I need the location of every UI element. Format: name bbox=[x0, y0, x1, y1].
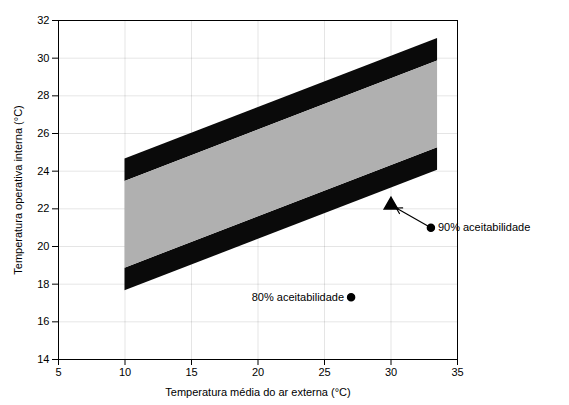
svg-text:22: 22 bbox=[37, 202, 49, 214]
svg-text:10: 10 bbox=[119, 366, 131, 378]
svg-text:20: 20 bbox=[252, 366, 264, 378]
svg-text:15: 15 bbox=[185, 366, 197, 378]
svg-text:14: 14 bbox=[37, 353, 49, 365]
svg-text:90% aceitabilidade: 90% aceitabilidade bbox=[438, 221, 530, 233]
svg-text:16: 16 bbox=[37, 315, 49, 327]
svg-text:80% aceitabilidade: 80% aceitabilidade bbox=[252, 291, 344, 303]
svg-text:5: 5 bbox=[55, 366, 61, 378]
svg-text:20: 20 bbox=[37, 240, 49, 252]
svg-text:26: 26 bbox=[37, 127, 49, 139]
svg-text:25: 25 bbox=[318, 366, 330, 378]
svg-text:30: 30 bbox=[37, 52, 49, 64]
svg-text:28: 28 bbox=[37, 89, 49, 101]
svg-text:Temperatura operativa interna: Temperatura operativa interna (°C) bbox=[12, 105, 24, 274]
svg-text:18: 18 bbox=[37, 278, 49, 290]
svg-text:24: 24 bbox=[37, 165, 49, 177]
svg-text:32: 32 bbox=[37, 14, 49, 26]
svg-text:Temperatura média do ar extern: Temperatura média do ar externa (°C) bbox=[165, 386, 350, 398]
svg-text:35: 35 bbox=[451, 366, 463, 378]
svg-text:30: 30 bbox=[385, 366, 397, 378]
